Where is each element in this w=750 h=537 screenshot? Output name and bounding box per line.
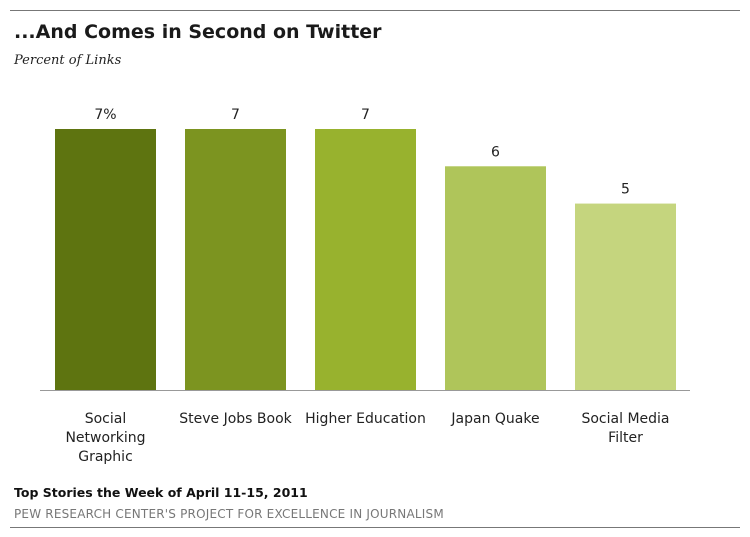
value-label-5: 5 [621, 182, 630, 198]
bar-5 [575, 203, 676, 390]
category-label-1: Social Networking Graphic [65, 411, 145, 465]
category-label-5: Social Media Filter [581, 411, 669, 446]
value-label-4: 6 [491, 144, 500, 160]
bar-1 [55, 129, 156, 390]
value-label-3: 7 [361, 107, 370, 123]
bar-2 [185, 129, 286, 390]
bottom-rule [10, 527, 740, 528]
bar-3 [315, 129, 416, 390]
top-rule [10, 10, 740, 11]
category-label-4: Japan Quake [450, 411, 539, 427]
chart-title: ...And Comes in Second on Twitter [14, 21, 382, 43]
chart-note: Top Stories the Week of April 11-15, 201… [14, 485, 308, 500]
category-label-3: Higher Education [305, 411, 426, 427]
chart-subtitle: Percent of Links [14, 53, 122, 68]
value-label-2: 7 [231, 107, 240, 123]
value-label-1: 7% [94, 107, 116, 123]
bar-chart: 7% Social Networking Graphic 7 Steve Jobs Boo… [40, 107, 690, 465]
category-label-2: Steve Jobs Book [179, 411, 292, 427]
bar-4 [445, 166, 546, 390]
source-line: PEW RESEARCH CENTER'S PROJECT FOR EXCELL… [14, 507, 444, 521]
